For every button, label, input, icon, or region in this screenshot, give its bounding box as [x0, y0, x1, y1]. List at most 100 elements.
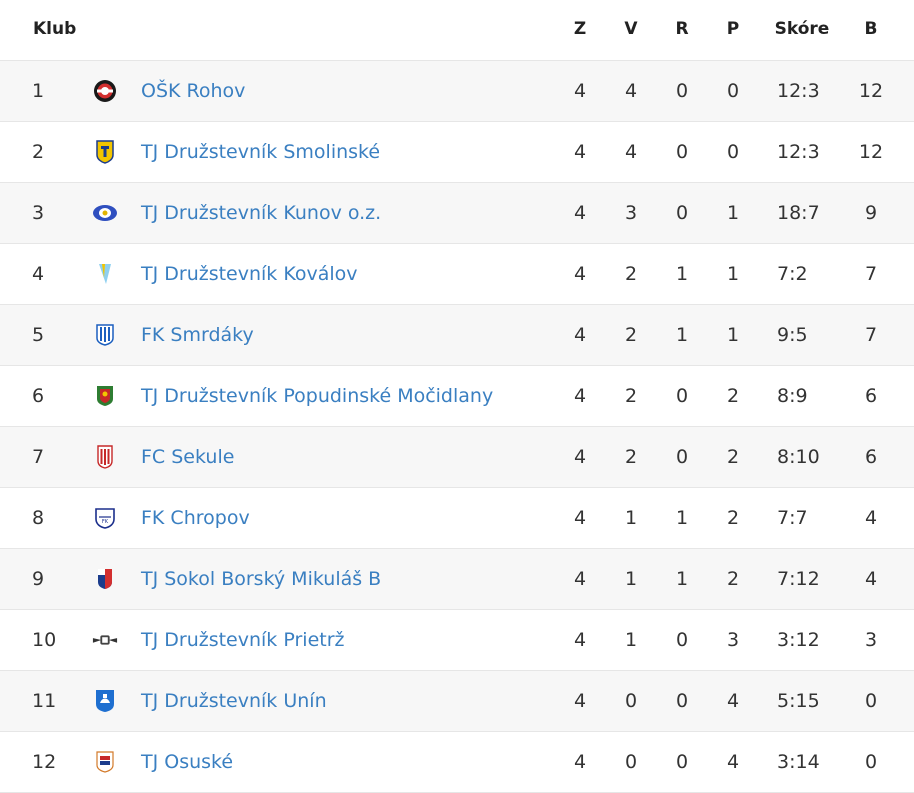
borsky-mikulas-crest-icon — [92, 549, 118, 609]
score: 7:2 — [777, 263, 808, 285]
score: 12:3 — [777, 141, 820, 163]
chropov-crest-icon: FK — [92, 488, 118, 548]
table-row: 8 FK FK Chropov 4 1 1 2 7:7 4 — [0, 488, 914, 549]
score: 5:15 — [777, 690, 820, 712]
svg-text:FK: FK — [102, 519, 109, 525]
header-score: Skóre — [774, 19, 830, 39]
played: 4 — [573, 385, 587, 407]
losses: 4 — [726, 690, 740, 712]
wins: 2 — [624, 446, 638, 468]
played: 4 — [573, 446, 587, 468]
popudinske-crest-icon — [92, 366, 118, 426]
position: 8 — [32, 507, 45, 529]
points: 4 — [864, 568, 878, 590]
draws: 0 — [675, 446, 689, 468]
position: 4 — [32, 263, 45, 285]
header-points: B — [864, 19, 878, 39]
wins: 3 — [624, 202, 638, 224]
points: 7 — [864, 263, 878, 285]
points: 0 — [864, 690, 878, 712]
position: 1 — [32, 80, 45, 102]
losses: 2 — [726, 507, 740, 529]
table-row: 12 TJ Osuské 4 0 0 4 3:14 0 — [0, 732, 914, 793]
wins: 2 — [624, 385, 638, 407]
points: 7 — [864, 324, 878, 346]
table-row: 5 FK Smrdáky 4 2 1 1 9:5 7 — [0, 305, 914, 366]
points: 3 — [864, 629, 878, 651]
losses: 0 — [726, 80, 740, 102]
table-row: 2 TJ Družstevník Smolinské 4 4 0 0 12:3 12 — [0, 122, 914, 183]
score: 7:12 — [777, 568, 820, 590]
losses: 4 — [726, 751, 740, 773]
header-played: Z — [573, 19, 587, 39]
points: 0 — [864, 751, 878, 773]
header-wins: V — [624, 19, 638, 39]
score: 3:12 — [777, 629, 820, 651]
wins: 0 — [624, 690, 638, 712]
wins: 1 — [624, 507, 638, 529]
played: 4 — [573, 629, 587, 651]
played: 4 — [573, 80, 587, 102]
header-draws: R — [675, 19, 689, 39]
played: 4 — [573, 507, 587, 529]
club-link[interactable]: TJ Družstevník Koválov — [141, 263, 358, 285]
table-header: Klub Z V R P Skóre B — [0, 0, 914, 61]
position: 6 — [32, 385, 45, 407]
club-link[interactable]: OŠK Rohov — [141, 80, 246, 102]
draws: 1 — [675, 507, 689, 529]
score: 9:5 — [777, 324, 808, 346]
position: 10 — [32, 629, 57, 651]
score: 7:7 — [777, 507, 808, 529]
played: 4 — [573, 202, 587, 224]
wins: 2 — [624, 263, 638, 285]
club-link[interactable]: TJ Družstevník Prietrž — [141, 629, 345, 651]
osuske-crest-icon — [92, 732, 118, 792]
losses: 0 — [726, 141, 740, 163]
draws: 1 — [675, 568, 689, 590]
smrdaky-crest-icon — [92, 305, 118, 365]
club-link[interactable]: TJ Družstevník Popudinské Močidlany — [141, 385, 494, 407]
losses: 2 — [726, 446, 740, 468]
draws: 0 — [675, 80, 689, 102]
club-link[interactable]: TJ Družstevník Smolinské — [141, 141, 381, 163]
draws: 1 — [675, 324, 689, 346]
points: 9 — [864, 202, 878, 224]
club-link[interactable]: FK Smrdáky — [141, 324, 254, 346]
score: 18:7 — [777, 202, 820, 224]
losses: 1 — [726, 202, 740, 224]
played: 4 — [573, 751, 587, 773]
header-losses: P — [726, 19, 740, 39]
draws: 0 — [675, 202, 689, 224]
club-link[interactable]: TJ Osuské — [141, 751, 234, 773]
position: 7 — [32, 446, 45, 468]
header-club: Klub — [33, 19, 77, 39]
table-row: 1 OŠK Rohov 4 4 0 0 12:3 12 — [0, 61, 914, 122]
draws: 0 — [675, 629, 689, 651]
played: 4 — [573, 141, 587, 163]
club-link[interactable]: FC Sekule — [141, 446, 235, 468]
losses: 1 — [726, 263, 740, 285]
club-link[interactable]: TJ Sokol Borský Mikuláš B — [141, 568, 382, 590]
club-link[interactable]: TJ Družstevník Kunov o.z. — [141, 202, 382, 224]
losses: 3 — [726, 629, 740, 651]
smolinske-crest-icon — [92, 122, 118, 182]
wins: 0 — [624, 751, 638, 773]
points: 12 — [858, 141, 884, 163]
position: 12 — [32, 751, 57, 773]
table-row: 11 TJ Družstevník Unín 4 0 0 4 5:15 0 — [0, 671, 914, 732]
prietrz-crest-icon — [92, 610, 118, 670]
club-link[interactable]: FK Chropov — [141, 507, 250, 529]
unin-crest-icon — [92, 671, 118, 731]
played: 4 — [573, 263, 587, 285]
points: 12 — [858, 80, 884, 102]
wins: 4 — [624, 80, 638, 102]
rohov-crest-icon — [92, 61, 118, 121]
draws: 0 — [675, 690, 689, 712]
wins: 4 — [624, 141, 638, 163]
score: 8:9 — [777, 385, 808, 407]
wins: 2 — [624, 324, 638, 346]
club-link[interactable]: TJ Družstevník Unín — [141, 690, 327, 712]
table-row: 6 TJ Družstevník Popudinské Močidlany 4 2 0 2… — [0, 366, 914, 427]
draws: 0 — [675, 751, 689, 773]
